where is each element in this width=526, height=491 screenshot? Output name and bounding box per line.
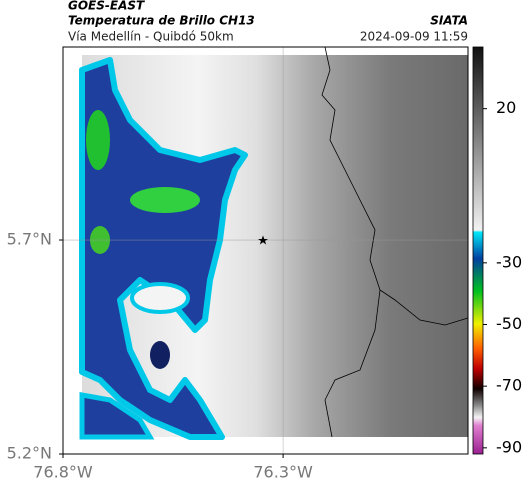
y-tick-label: 5.7°N xyxy=(7,230,52,249)
colorbar xyxy=(472,46,484,455)
timestamp: 2024-09-09 11:59 xyxy=(360,30,468,44)
subtitle: Vía Medellín - Quibdó 50km xyxy=(68,30,234,44)
y-tick-label: 5.2°N xyxy=(7,444,52,463)
source: GOES-EAST xyxy=(68,0,145,13)
colorbar-ticks: 20 -30 -50 -70 -90 xyxy=(483,98,522,456)
brand: SIATA xyxy=(430,14,468,28)
x-tick-label: 76.8°W xyxy=(33,463,93,482)
satellite-imagery xyxy=(79,46,469,440)
colorbar-tick-label: -30 xyxy=(496,252,522,271)
x-tick-label: 76.3°W xyxy=(253,463,313,482)
colorbar-tick-label: 20 xyxy=(496,98,516,117)
colorbar-tick-label: -50 xyxy=(496,314,522,333)
colorbar-tick-label: -90 xyxy=(496,437,522,456)
map-frame xyxy=(62,46,469,455)
location-marker xyxy=(258,235,268,245)
title: Temperatura de Brillo CH13 xyxy=(68,14,255,28)
colorbar-tick-label: -70 xyxy=(496,376,522,395)
